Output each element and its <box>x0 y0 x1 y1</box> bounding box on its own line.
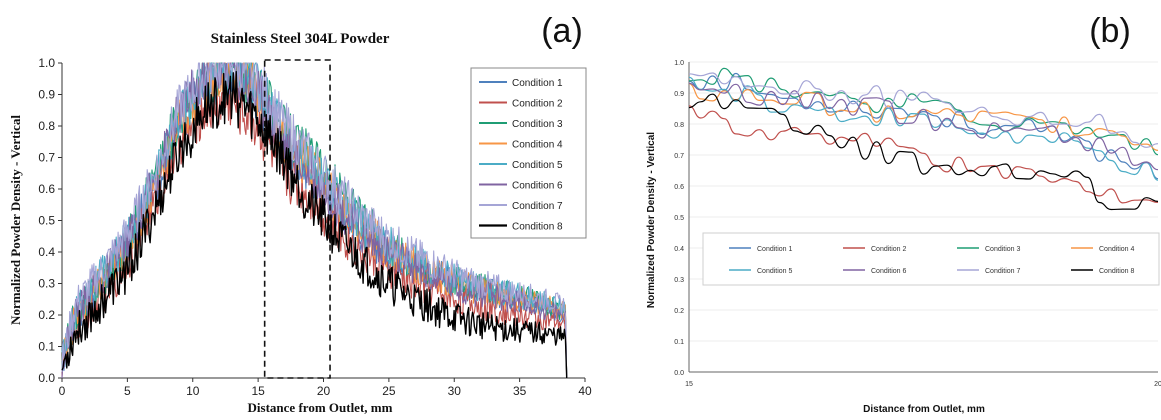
chart-b-legend-entry: Condition 8 <box>1099 268 1135 275</box>
chart-b-series-lines <box>688 67 1159 211</box>
chart-b-x-tick-label: 15 <box>685 381 693 388</box>
chart-a-y-tick-label: 0.1 <box>38 340 55 354</box>
chart-a-title: Stainless Steel 304L Powder <box>211 31 390 47</box>
chart-b-panel-label: (b) <box>1089 12 1131 50</box>
chart-b-y-tick-label: 0.6 <box>674 184 684 191</box>
highlight-region-box <box>263 59 331 379</box>
chart-b-y-tick-label: 0.0 <box>674 370 684 377</box>
chart-panel-b: (b) 0.0 0.1 0.2 0.3 0.4 0.5 0.6 0.7 0.8 0.9 1.0 15… <box>646 12 1161 415</box>
chart-b-legend: Condition 1 Condition 2 Condition 3 Conditi… <box>702 232 1160 286</box>
chart-a-x-tick-label: 5 <box>124 384 131 398</box>
chart-b-series-line <box>688 105 1159 204</box>
chart-a-x-tick-label: 10 <box>186 384 200 398</box>
chart-a-x-tick-label: 0 <box>59 384 66 398</box>
chart-a-legend-frame <box>470 67 587 239</box>
chart-a-x-tick-label: 30 <box>448 384 462 398</box>
chart-b-x-tick-label: 20 <box>1154 381 1161 388</box>
chart-b-legend-entry: Condition 4 <box>1099 246 1135 253</box>
chart-a-x-ticks: 0 5 10 15 20 25 30 35 40 <box>59 378 592 398</box>
chart-b-y-tick-label: 1.0 <box>674 60 684 67</box>
chart-b-y-tick-label: 0.8 <box>674 122 684 129</box>
chart-a-legend-entry: Condition 3 <box>512 119 563 130</box>
chart-a-y-tick-label: 0.8 <box>38 119 55 133</box>
chart-b-y-ticks: 0.0 0.1 0.2 0.3 0.4 0.5 0.6 0.7 0.8 0.9 1.0 <box>674 60 684 377</box>
chart-b-legend-entry: Condition 1 <box>757 246 793 253</box>
chart-a-y-tick-label: 0.0 <box>38 371 55 385</box>
chart-a-y-tick-label: 0.2 <box>38 308 55 322</box>
chart-a-series-line <box>61 71 568 379</box>
chart-b-series-line <box>688 72 1159 148</box>
chart-b-series-line <box>688 93 1159 211</box>
chart-b-legend-entry: Condition 6 <box>871 268 907 275</box>
chart-a-x-tick-label: 35 <box>513 384 527 398</box>
chart-b-y-tick-label: 0.5 <box>674 215 684 222</box>
chart-a-y-axis-label: Normalized Powder Density - Vertical <box>8 115 23 325</box>
chart-a-legend-entry: Condition 2 <box>512 99 563 110</box>
chart-a-y-tick-label: 0.5 <box>38 214 55 228</box>
chart-a-panel-label: (a) <box>541 12 583 50</box>
chart-b-y-tick-label: 0.4 <box>674 246 684 253</box>
chart-a-x-axis-label: Distance from Outlet, mm <box>248 400 393 415</box>
chart-panel-a: Stainless Steel 304L Powder (a) 0.00.10.… <box>8 12 592 415</box>
chart-a-legend: Condition 1 Condition 2 Condition 3 Conditi… <box>470 67 587 239</box>
chart-a-legend-entry: Condition 5 <box>512 160 563 171</box>
chart-a-y-tick-label: 0.6 <box>38 182 55 196</box>
chart-a-x-tick-label: 40 <box>578 384 592 398</box>
chart-a-y-ticks: 0.0 0.1 0.2 0.3 0.4 0.5 0.6 0.7 0.8 0.9 1.0 <box>38 56 62 385</box>
chart-b-y-tick-label: 0.3 <box>674 277 684 284</box>
chart-b-y-tick-label: 0.7 <box>674 153 684 160</box>
chart-b-y-tick-label: 0.2 <box>674 308 684 315</box>
chart-b-legend-entry: Condition 5 <box>757 268 793 275</box>
chart-a-y-tick-label: 1.0 <box>38 56 55 70</box>
chart-b-x-axis-label: Distance from Outlet, mm <box>863 404 985 415</box>
chart-a-legend-entry: Condition 6 <box>512 181 563 192</box>
chart-b-series-line <box>688 82 1159 171</box>
chart-a-legend-entry: Condition 7 <box>512 201 563 212</box>
chart-b-y-axis-label: Normalized Powder Density - Vertical <box>646 132 657 308</box>
chart-b-y-tick-label: 0.1 <box>674 339 684 346</box>
chart-b-legend-entry: Condition 3 <box>985 246 1021 253</box>
chart-b-legend-frame <box>702 232 1160 286</box>
chart-a-y-tick-label: 0.4 <box>38 245 55 259</box>
chart-a-y-tick-label: 0.3 <box>38 277 55 291</box>
chart-a-series-line <box>61 62 568 379</box>
chart-a-x-tick-label: 15 <box>251 384 265 398</box>
chart-a-legend-entry: Condition 8 <box>512 222 563 233</box>
chart-b-x-ticks: 15 20 <box>685 381 1161 388</box>
chart-b-legend-entry: Condition 2 <box>871 246 907 253</box>
chart-a-legend-entry: Condition 1 <box>512 78 563 89</box>
chart-a-x-tick-label: 25 <box>382 384 396 398</box>
chart-a-x-tick-label: 20 <box>317 384 331 398</box>
chart-a-series-lines <box>61 62 568 379</box>
chart-a-legend-entry: Condition 4 <box>512 140 563 151</box>
chart-b-y-tick-label: 0.9 <box>674 91 684 98</box>
chart-a-y-tick-label: 0.7 <box>38 151 55 165</box>
chart-a-y-tick-label: 0.9 <box>38 88 55 102</box>
chart-b-series-line <box>688 67 1159 156</box>
chart-b-axes <box>688 62 1158 373</box>
chart-b-legend-entry: Condition 7 <box>985 268 1021 275</box>
